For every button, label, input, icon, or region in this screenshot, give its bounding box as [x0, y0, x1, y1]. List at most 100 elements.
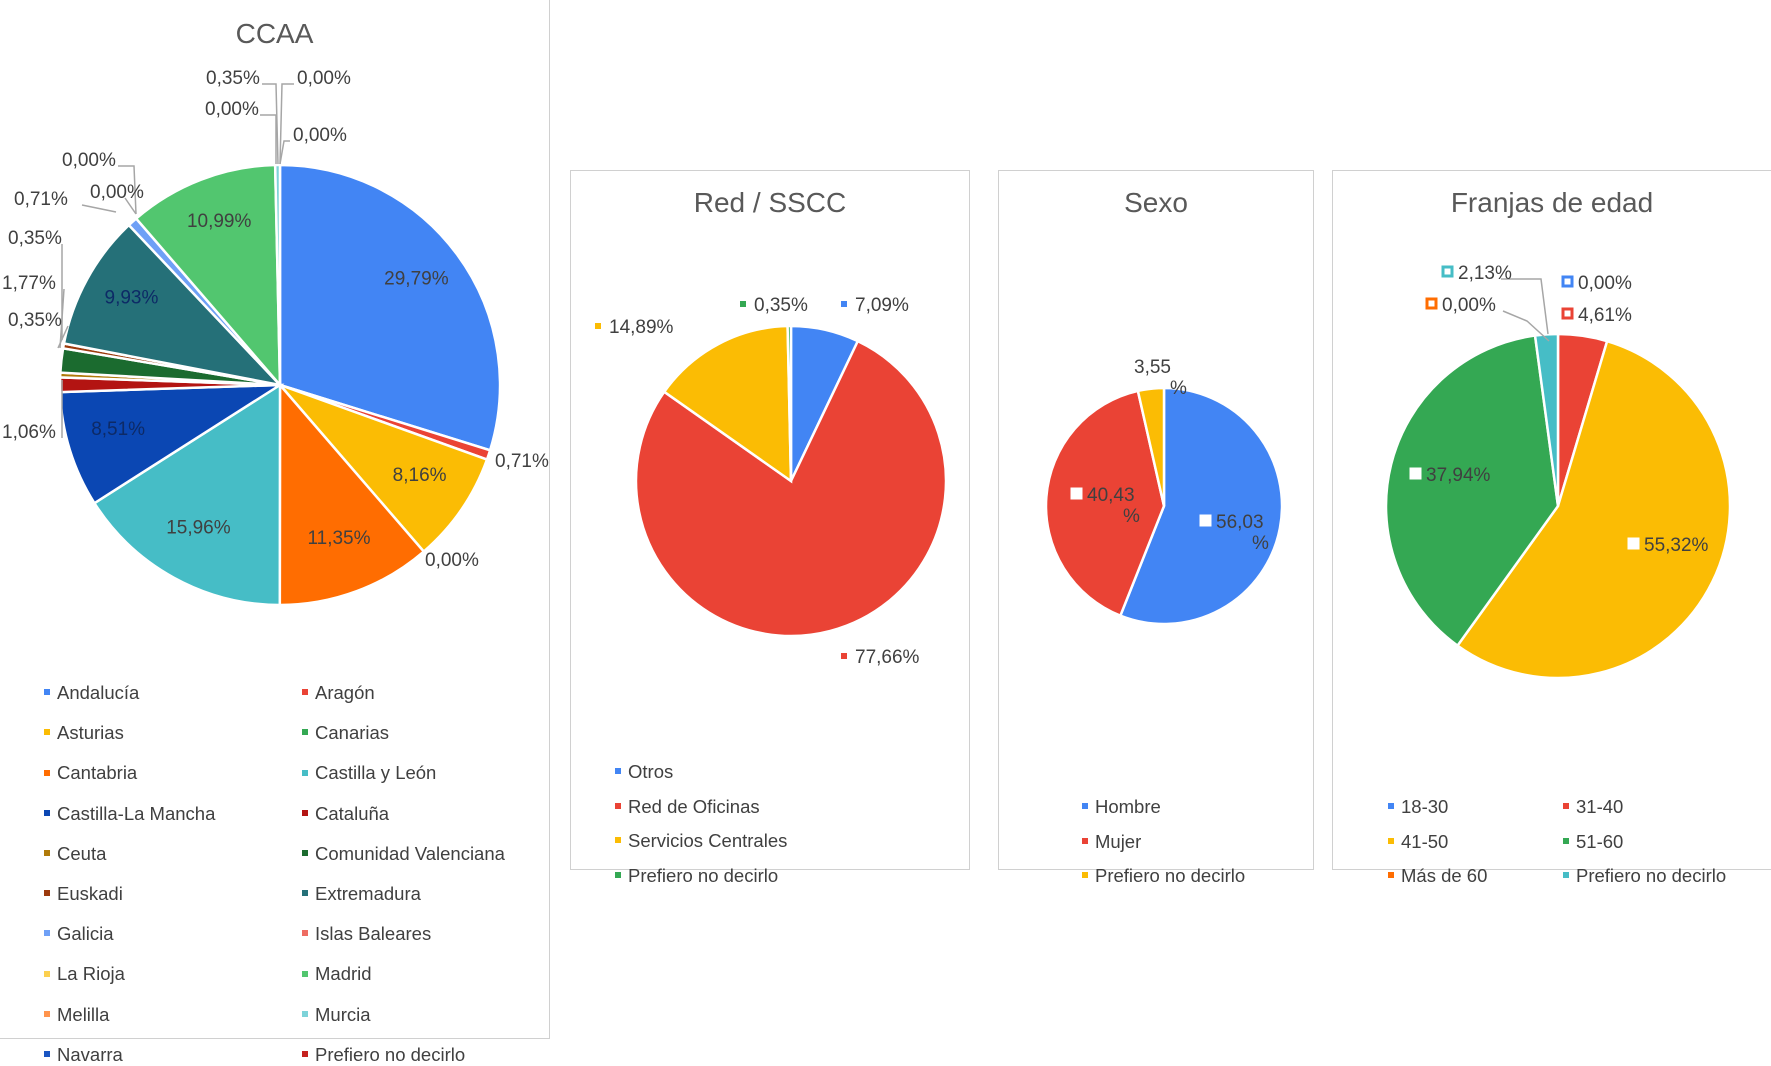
legend-swatch — [44, 769, 50, 776]
leader-line — [262, 83, 279, 165]
legend-label: Asturias — [57, 722, 124, 744]
pie-slice-prefiero-no-decirlo — [1136, 386, 1166, 507]
legend-swatch — [615, 802, 621, 809]
data-label-la-rioja: 0,00% — [62, 150, 116, 171]
legend-label: Extremadura — [315, 883, 421, 904]
data-label-murcia: 0,35% — [206, 68, 260, 89]
pie-slice-murcia — [273, 163, 282, 386]
data-label-andalucia: 29,79% — [384, 269, 449, 290]
svg-text:40,43: 40,43 — [1087, 485, 1135, 506]
legend-item-melilla: Melilla — [44, 1004, 109, 1026]
legend-label: Prefiero no decirlo — [1576, 865, 1727, 886]
legend-swatch — [1388, 803, 1394, 810]
legend-item-otros: Otros — [615, 761, 673, 783]
svg-text:%: % — [1170, 378, 1187, 399]
svg-text:77,66%: 77,66% — [855, 647, 920, 668]
svg-text:1,06%: 1,06% — [2, 422, 56, 443]
legend-label: Hombre — [1095, 796, 1161, 817]
data-label-41-50: 55,32% — [1627, 535, 1709, 556]
svg-text:0,00%: 0,00% — [297, 68, 351, 89]
svg-text:56,03: 56,03 — [1216, 512, 1264, 533]
legend-item-31-40: 31-40 — [1563, 796, 1623, 818]
legend-item-aragon: Aragón — [302, 682, 375, 704]
chart-title: Franjas de edad — [1450, 187, 1654, 218]
data-label-ceuta: 0,35% — [8, 310, 62, 331]
legend-item-galicia: Galicia — [44, 923, 114, 945]
legend-item-cataluna: Cataluña — [302, 803, 389, 825]
legend-item-18-30: 18-30 — [1388, 796, 1448, 818]
legend-swatch — [302, 1050, 308, 1057]
chart-franjas-edad: Franjas de edad 0,00% 4,61% 55,32% 37,94% 0,… — [1332, 170, 1771, 886]
data-label-asturias: 8,16% — [393, 465, 447, 486]
legend-swatch — [615, 837, 621, 844]
pie-slice-servicios-centrales — [662, 324, 793, 484]
legend-swatch — [302, 689, 308, 696]
svg-text:55,32%: 55,32% — [1644, 535, 1709, 556]
chart-title: Sexo — [1124, 187, 1188, 218]
legend-swatch — [44, 729, 50, 736]
legend-item-andalucia: Andalucía — [44, 682, 139, 704]
legend-label: Castilla y León — [315, 762, 437, 784]
data-label-31-40: 4,61% — [1561, 305, 1632, 326]
data-label-castilla-y-leon: 15,96% — [166, 517, 231, 538]
svg-text:4,61%: 4,61% — [1578, 305, 1632, 326]
pie-sexo: 56,03%40,43%3,55% — [1044, 357, 1284, 626]
legend-swatch — [44, 849, 50, 856]
data-label-51-60: 37,94% — [1409, 465, 1491, 486]
legend-item-madrid: Madrid — [302, 963, 372, 985]
legend-swatch — [302, 1010, 308, 1017]
legend: Otros Red de Oficinas Servicios Centrales P… — [571, 171, 971, 886]
legend-label: Galicia — [57, 923, 114, 945]
pie-slice-41-50 — [1455, 339, 1732, 680]
legend-item-islas-baleares: Islas Baleares — [302, 923, 431, 945]
legend-label: Prefiero no decirlo — [1095, 865, 1246, 886]
svg-text:0,71%: 0,71% — [495, 451, 549, 472]
legend-swatch — [302, 809, 308, 816]
leader-line — [81, 204, 117, 213]
legend-item-extremadura: Extremadura — [302, 883, 421, 905]
chart-red-sscc: Red / SSCC 7,09% 77,66% 14,89% 0,35% Otros R… — [570, 170, 971, 886]
pie-slice-prefiero-no-decirlo — [1533, 332, 1560, 507]
legend-label: Servicios Centrales — [628, 830, 788, 851]
svg-text:0,35%: 0,35% — [8, 228, 62, 249]
legend-label: Murcia — [315, 1003, 371, 1025]
svg-text:0,00%: 0,00% — [205, 99, 259, 120]
legend-item-41-50: 41-50 — [1388, 831, 1448, 853]
data-label-prefiero-no-decirlo: 0,00% — [293, 125, 347, 146]
legend-item-asturias: Asturias — [44, 722, 124, 744]
legend-swatch — [1563, 803, 1569, 810]
legend-swatch — [615, 871, 621, 878]
legend-label: Andalucía — [57, 682, 140, 703]
svg-text:2,13%: 2,13% — [1458, 263, 1512, 284]
svg-text:0,00%: 0,00% — [62, 150, 116, 171]
data-label-islas-baleares: 0,00% — [90, 182, 144, 203]
legend-item-ceuta: Ceuta — [44, 843, 106, 865]
svg-text:1,77%: 1,77% — [2, 273, 56, 294]
legend-swatch — [44, 1010, 50, 1017]
legend-item-canarias: Canarias — [302, 722, 389, 744]
data-label-castilla-la-mancha: 8,51% — [91, 419, 145, 440]
data-label-aragon: 0,71% — [495, 451, 549, 472]
chart-ccaa: CCAA 29,79% 0,71% 8,16% 0,00% 11,35% 15,96% 8,… — [0, 0, 550, 1065]
legend-swatch — [44, 970, 50, 977]
legend-label: Castilla-La Mancha — [57, 802, 216, 824]
legend-label: Prefiero no decirlo — [628, 864, 779, 886]
legend-swatch — [1082, 837, 1088, 844]
legend-item-murcia: Murcia — [302, 1004, 371, 1026]
svg-text:14,89%: 14,89% — [609, 317, 674, 338]
legend-swatch — [44, 930, 50, 937]
data-label-mas-de-60: 0,00% — [1425, 295, 1496, 316]
pie-slice-51-60 — [1384, 334, 1560, 648]
legend-item-comunidad-valenciana: Comunidad Valenciana — [302, 843, 505, 865]
pie-slice-castilla-y-leon — [92, 382, 282, 607]
svg-text:8,51%: 8,51% — [91, 419, 145, 440]
pie-slice-castilla-la-mancha — [58, 383, 285, 505]
pie-slice-mujer — [1044, 389, 1166, 618]
legend-label: Más de 60 — [1401, 865, 1488, 886]
legend-label: Canarias — [315, 722, 390, 744]
legend-label: Aragón — [315, 682, 375, 703]
svg-text:3,55: 3,55 — [1134, 357, 1171, 378]
legend: 18-30 31-40 41-50 51-60 Más de 60 Prefiero no… — [1333, 171, 1771, 886]
leader-line — [1502, 310, 1550, 342]
pie-slice-andalucia — [278, 163, 502, 452]
